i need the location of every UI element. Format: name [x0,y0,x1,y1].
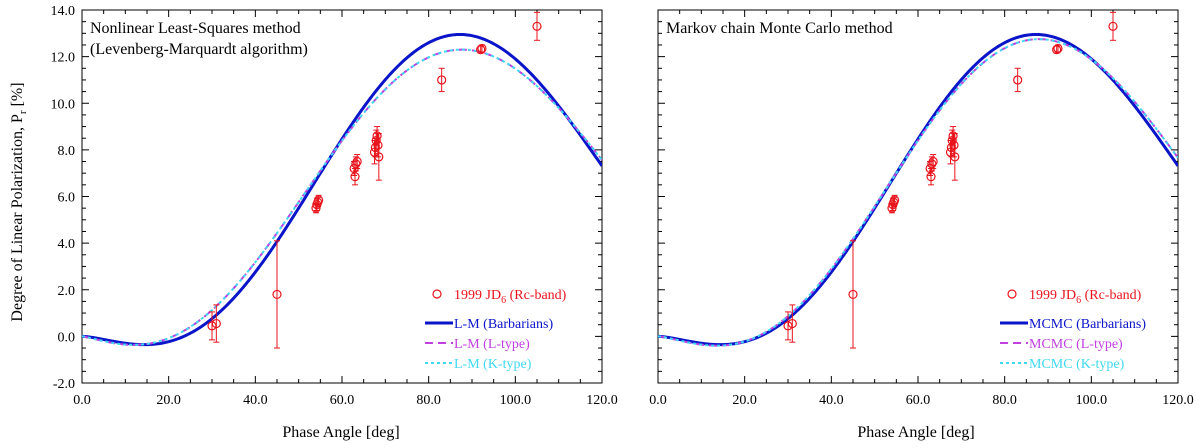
y-tick-label: 14.0 [51,4,76,19]
legend-label: L-M (Barbarians) [454,317,553,332]
panel-mcmc: Markov chain Monte Carlo method Phase An… [649,9,1194,441]
y-tick-label: 2.0 [58,284,76,299]
x-tick-label: 120.0 [1162,393,1194,408]
data-point [311,203,321,213]
data-point [1108,21,1118,31]
data-point [787,318,797,329]
y-tick-label: -2.0 [53,377,75,392]
legend-label-observations: 1999 JD6 (Rc-band) [1029,288,1142,306]
data-point [437,75,447,85]
y-tick-label: 12.0 [51,51,76,66]
legend-label: MCMC (K-type) [1029,357,1125,372]
x-axis-title: Phase Angle [deg] [282,424,399,441]
panel-title: Markov chain Monte Carlo method [666,20,893,37]
x-tick-label: 100.0 [1076,393,1108,408]
data-point [372,131,382,141]
data-point [1052,45,1062,55]
data-point [350,172,360,182]
data-point [948,131,958,141]
data-point [211,318,221,329]
y-tick-label: 6.0 [58,191,76,206]
legend-marker-observations [432,289,442,299]
data-point [848,289,858,300]
data-point [946,142,956,153]
panel-subtitle: (Levenberg-Marquardt algorithm) [90,41,308,58]
x-tick-label: 80.0 [992,393,1017,408]
x-tick-label: 0.0 [73,393,91,408]
data-point [370,142,380,153]
panel-title: Nonlinear Least-Squares method [90,20,301,37]
y-tick-label: 4.0 [58,237,76,252]
data-point [352,156,362,167]
legend-label: MCMC (L-type) [1029,337,1123,352]
data-point [926,172,936,182]
legend-label-observations: 1999 JD6 (Rc-band) [454,288,567,306]
data-point [1053,43,1063,54]
x-tick-label: 120.0 [586,393,618,408]
y-tick-label: 10.0 [51,97,76,112]
data-point [477,43,487,54]
legend-marker-observations [1007,289,1017,299]
y-tick-label: 8.0 [58,144,76,159]
x-axis-title: Phase Angle [deg] [857,424,974,441]
data-point [314,195,324,205]
data-point [1013,75,1023,85]
data-point [371,135,381,146]
y-axis-title-sub: r [17,110,29,114]
y-tick-label: 0.0 [58,330,76,345]
x-tick-label: 0.0 [649,393,667,408]
x-tick-label: 40.0 [243,393,268,408]
x-tick-label: 40.0 [819,393,844,408]
y-axis-title: Degree of Linear Polarization, Pr [%] [9,82,29,321]
data-point [887,203,897,213]
data-point [351,159,361,169]
x-tick-label: 60.0 [906,393,931,408]
legend-label: L-M (L-type) [454,337,530,352]
x-tick-label: 60.0 [330,393,355,408]
data-point [476,45,486,55]
x-tick-label: 100.0 [500,393,532,408]
legend-label: MCMC (Barbarians) [1029,317,1146,332]
data-point [947,135,957,146]
data-point [928,156,938,167]
data-point [949,140,959,150]
x-tick-label: 20.0 [732,393,757,408]
panel-nonlinear-least-squares: Nonlinear Least-Squares method (Levenber… [51,4,618,441]
data-point [272,289,282,300]
y-axis-title-main: Degree of Linear Polarization, P [9,114,26,322]
series-line-dotted [82,48,602,346]
data-point [889,195,900,205]
data-point [927,159,937,169]
x-tick-label: 80.0 [416,393,441,408]
data-point [532,21,542,31]
y-axis-title-unit: [%] [9,82,26,110]
data-point [373,140,383,150]
legend-label: L-M (K-type) [454,357,532,372]
data-point [374,152,384,162]
series-line-dotted [658,38,1178,347]
data-point [950,152,960,162]
x-tick-label: 20.0 [156,393,181,408]
